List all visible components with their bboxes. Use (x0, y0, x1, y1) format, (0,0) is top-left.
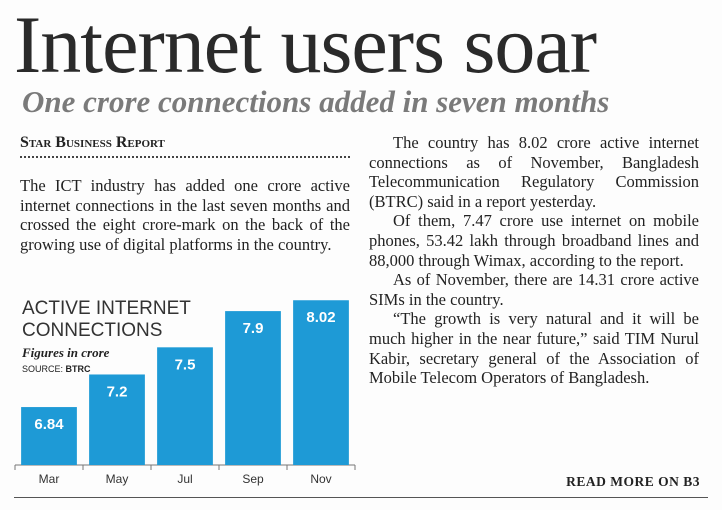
paragraph: As of November, there are 14.31 crore ac… (369, 270, 699, 309)
value-label: 8.02 (306, 309, 335, 326)
bar (157, 347, 213, 465)
value-label: 7.5 (175, 356, 196, 373)
byline: Star Business Report (20, 134, 350, 158)
paragraph: The country has 8.02 crore active intern… (369, 133, 699, 211)
read-more: READ MORE ON B3 (566, 474, 700, 489)
paragraph: “The growth is very natural and it will … (369, 309, 699, 388)
x-tick-label: May (106, 472, 129, 486)
chart-subtitle: Figures in crore (22, 345, 110, 360)
x-tick-label: Jul (177, 472, 192, 486)
bar (89, 374, 145, 465)
paragraph: Of them, 7.47 crore use internet on mobi… (369, 211, 699, 270)
value-label: 6.84 (34, 416, 64, 433)
source: BTRC (65, 364, 91, 374)
value-label: 7.2 (107, 383, 128, 400)
right-column: The country has 8.02 crore active intern… (369, 133, 699, 388)
left-column: The ICT industry has added one crore act… (20, 176, 350, 254)
chart-source: SOURCE: BTRC (22, 364, 91, 374)
chart-title: ACTIVE INTERNET CONNECTIONS (22, 298, 191, 341)
source-label: SOURCE: (22, 364, 64, 374)
bar (225, 311, 281, 465)
x-tick-label: Nov (310, 472, 331, 486)
headline: Internet users soar (14, 0, 597, 90)
bar (293, 300, 349, 465)
x-tick-label: Mar (39, 472, 60, 486)
subheadline: One crore connections added in seven mon… (22, 84, 610, 119)
bar (21, 407, 77, 465)
value-label: 7.9 (243, 320, 264, 337)
bottom-rule (14, 497, 708, 498)
paragraph: The ICT industry has added one crore act… (20, 176, 350, 254)
x-tick-label: Sep (242, 472, 264, 486)
